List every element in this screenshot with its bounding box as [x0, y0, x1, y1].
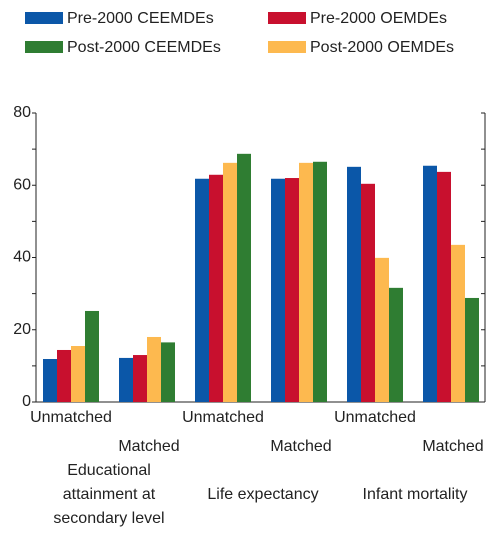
- legend-label: Post-2000 CEEMDEs: [67, 39, 221, 56]
- bar: [313, 161, 327, 402]
- bar: [133, 355, 147, 402]
- bar: [71, 346, 85, 402]
- legend-label: Pre-2000 CEEMDEs: [67, 10, 214, 27]
- group-label: Life expectancy: [207, 486, 319, 503]
- x-tick-label: Unmatched: [334, 409, 416, 426]
- bar: [451, 244, 465, 402]
- bar: [389, 287, 403, 402]
- x-tick-label: Matched: [422, 438, 483, 455]
- bar: [437, 171, 451, 402]
- bar: [209, 174, 223, 402]
- bar: [299, 162, 313, 402]
- x-tick-label: Matched: [118, 438, 179, 455]
- bar: [57, 349, 71, 402]
- bar: [223, 162, 237, 402]
- bar: [285, 178, 299, 402]
- y-tick-label: 40: [13, 249, 31, 266]
- bar: [147, 336, 161, 402]
- bar: [423, 165, 437, 402]
- bar: [375, 257, 389, 402]
- bar: [119, 357, 133, 402]
- group-label: Infant mortality: [362, 486, 468, 503]
- y-tick-label: 0: [22, 393, 31, 410]
- bar: [271, 178, 285, 402]
- bar: [195, 178, 209, 402]
- bar: [85, 310, 99, 402]
- group-label: Educational attainment at secondary leve…: [53, 462, 165, 527]
- bar: [361, 183, 375, 402]
- x-tick-label: Matched: [270, 438, 331, 455]
- bar: [347, 166, 361, 402]
- legend-swatch: [25, 12, 63, 24]
- bar: [465, 297, 479, 402]
- legend-label: Pre-2000 OEMDEs: [310, 10, 447, 27]
- bar: [43, 359, 57, 402]
- y-tick-label: 60: [13, 176, 31, 193]
- legend-label: Post-2000 OEMDEs: [310, 39, 454, 56]
- y-tick-label: 80: [13, 104, 31, 121]
- legend-swatch: [268, 12, 306, 24]
- bar: [237, 153, 251, 402]
- y-tick-label: 20: [13, 321, 31, 338]
- x-tick-label: Unmatched: [30, 409, 112, 426]
- x-tick-label: Unmatched: [182, 409, 264, 426]
- legend-swatch: [25, 41, 63, 53]
- bar: [161, 342, 175, 402]
- legend-swatch: [268, 41, 306, 53]
